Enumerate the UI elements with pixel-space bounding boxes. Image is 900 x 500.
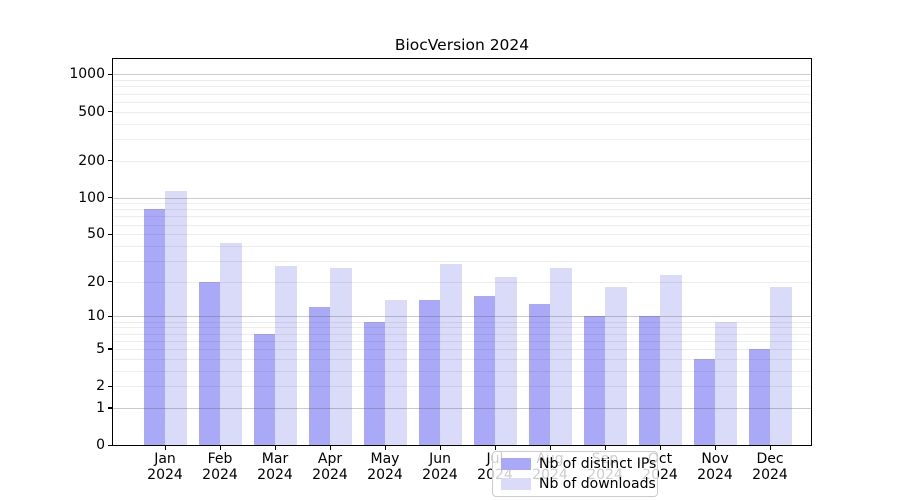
legend-swatch-downloads (501, 478, 531, 490)
y-tick-label-10: 10 (87, 308, 105, 325)
y-tick-label-100: 100 (78, 189, 105, 206)
y-tick-mark-0 (108, 444, 112, 446)
x-tick-label-may: May 2024 (367, 451, 403, 483)
y-tick-mark-1000 (108, 73, 112, 76)
legend-label-downloads: Nb of downloads (539, 476, 656, 492)
x-tick-mark-dec (769, 445, 771, 450)
y-tick-label-0: 0 (96, 437, 105, 453)
y-tick-mark-500 (108, 111, 112, 113)
bar-ips-apr (308, 307, 330, 445)
gridline-minor-30 (113, 260, 811, 262)
bar-downloads-aug (550, 268, 572, 445)
gridline-minor-50 (113, 234, 811, 236)
x-tick-label-feb: Feb 2024 (202, 451, 238, 483)
bar-downloads-apr (330, 268, 352, 445)
gridline-major-100 (113, 197, 811, 199)
y-tick-mark-5 (108, 348, 112, 350)
gridline-minor-400 (113, 123, 811, 125)
legend-item-distinct-ips: Nb of distinct IPs (493, 456, 657, 473)
y-tick-mark-2 (108, 385, 112, 387)
x-tick-mark-apr (329, 445, 331, 450)
y-tick-mark-200 (108, 160, 112, 162)
bar-downloads-sep (605, 287, 627, 445)
bar-downloads-nov (715, 321, 737, 445)
y-tick-label-1000: 1000 (69, 66, 105, 83)
y-tick-label-200: 200 (78, 152, 105, 169)
gridline-major-1000 (113, 74, 811, 76)
legend: Nb of distinct IPs Nb of downloads (492, 451, 658, 497)
bar-ips-sep (583, 316, 605, 445)
bar-ips-jun (418, 299, 440, 445)
gridline-minor-40 (113, 245, 811, 247)
bar-ips-jan (143, 208, 165, 445)
x-tick-mark-aug (549, 445, 551, 450)
bar-downloads-dec (770, 287, 792, 445)
x-tick-mark-jan (164, 445, 166, 450)
bar-downloads-jan (165, 191, 187, 445)
bar-downloads-jul (495, 276, 517, 445)
bar-downloads-oct (660, 274, 682, 445)
x-tick-mark-jul (494, 445, 496, 450)
x-tick-mark-may (384, 445, 386, 450)
bar-ips-oct (638, 316, 660, 445)
bar-ips-jul (473, 296, 495, 445)
gridline-minor-600 (113, 101, 811, 103)
y-tick-label-2: 2 (96, 378, 105, 395)
gridline-minor-700 (113, 93, 811, 95)
bar-downloads-feb (220, 243, 242, 445)
gridline-minor-500 (113, 111, 811, 113)
bar-ips-may (363, 321, 385, 445)
bar-ips-feb (198, 281, 220, 445)
y-tick-label-1: 1 (96, 399, 105, 416)
x-tick-label-jan: Jan 2024 (147, 451, 183, 483)
x-tick-mark-nov (714, 445, 716, 450)
bar-ips-dec (748, 348, 770, 445)
y-tick-label-20: 20 (87, 273, 105, 290)
y-tick-label-50: 50 (87, 226, 105, 243)
y-tick-label-500: 500 (78, 103, 105, 120)
legend-swatch-distinct-ips (501, 458, 531, 470)
gridline-minor-900 (113, 80, 811, 82)
plot-area: Nb of distinct IPs Nb of downloads (112, 58, 812, 497)
x-tick-mark-sep (604, 445, 606, 450)
y-tick-mark-100 (108, 197, 112, 199)
x-tick-mark-jun (439, 445, 441, 450)
x-tick-mark-mar (274, 445, 276, 450)
gridline-minor-60 (113, 224, 811, 226)
legend-label-distinct-ips: Nb of distinct IPs (539, 456, 657, 472)
bar-downloads-mar (275, 266, 297, 445)
y-tick-mark-50 (108, 233, 112, 235)
y-tick-mark-20 (108, 281, 112, 283)
gridline-minor-80 (113, 209, 811, 211)
x-tick-mark-feb (219, 445, 221, 450)
gridline-minor-800 (113, 86, 811, 88)
legend-item-downloads: Nb of downloads (493, 476, 657, 493)
x-tick-label-apr: Apr 2024 (312, 451, 348, 483)
bar-downloads-may (385, 299, 407, 445)
bar-ips-aug (528, 303, 550, 445)
gridline-minor-200 (113, 160, 811, 162)
y-tick-mark-1 (108, 407, 112, 409)
bar-ips-mar (253, 333, 275, 445)
x-tick-label-mar: Mar 2024 (257, 451, 293, 483)
x-tick-mark-oct (659, 445, 661, 450)
y-tick-mark-10 (108, 315, 112, 318)
bar-downloads-jun (440, 264, 462, 445)
gridline-minor-90 (113, 203, 811, 205)
gridline-minor-70 (113, 216, 811, 218)
bar-ips-nov (693, 358, 715, 445)
x-tick-label-dec: Dec 2024 (752, 451, 788, 483)
chart-title: BiocVersion 2024 (394, 36, 530, 54)
x-tick-label-jun: Jun 2024 (422, 451, 458, 483)
gridline-minor-300 (113, 138, 811, 140)
y-tick-label-5: 5 (96, 340, 105, 357)
x-tick-label-nov: Nov 2024 (697, 451, 733, 483)
